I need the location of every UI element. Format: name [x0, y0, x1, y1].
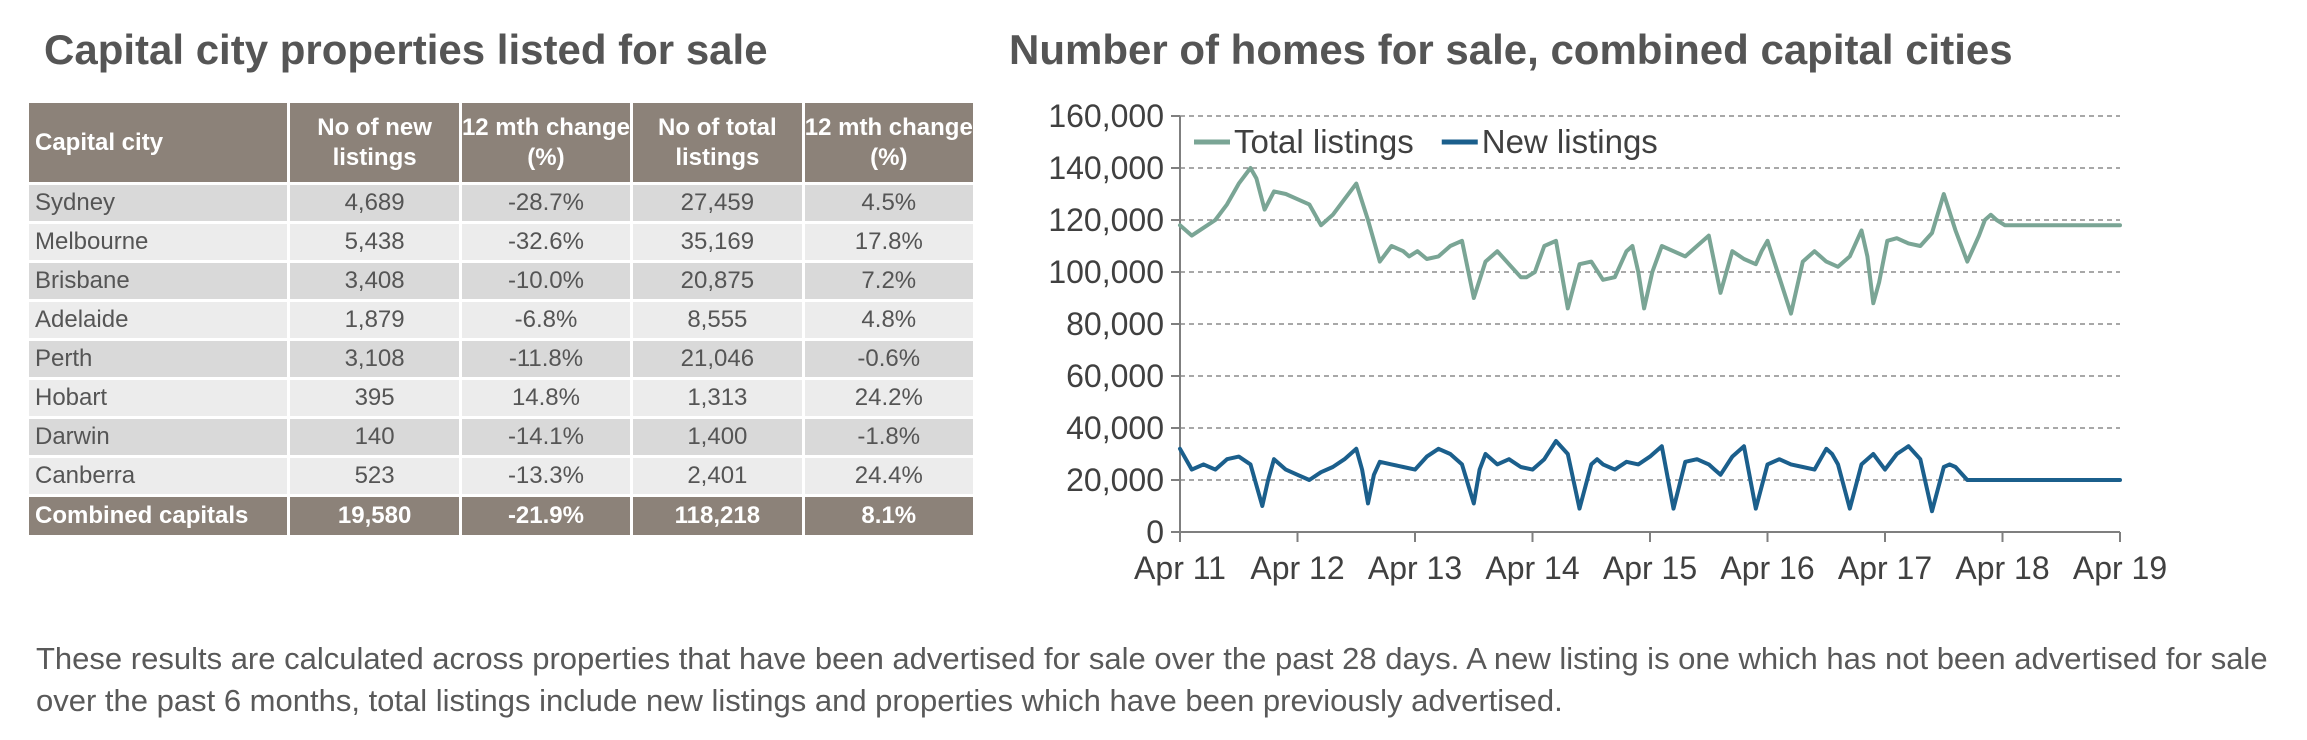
cell-city: Brisbane	[25, 260, 291, 302]
x-axis: Apr 11 Apr 12 Apr 13 Apr 14 Apr 15 Apr 16 Apr …	[1134, 531, 2167, 586]
cell-city: Sydney	[25, 182, 291, 224]
x-tick-label: Apr 12	[1250, 550, 1344, 586]
cell-total-change: 17.8%	[801, 221, 977, 263]
header-new-change: 12 mth change (%)	[458, 100, 634, 185]
cell-total-change: 8.1%	[801, 494, 977, 538]
cell-total: 1,313	[630, 377, 805, 419]
cell-city: Darwin	[25, 416, 291, 458]
cell-city: Adelaide	[25, 299, 291, 341]
cell-new-change: 14.8%	[458, 377, 634, 419]
header-capital-city: Capital city	[25, 100, 291, 185]
cell-total-change: -1.8%	[801, 416, 977, 458]
cell-city: Perth	[25, 338, 291, 380]
header-new-listings: No of new listings	[287, 100, 462, 185]
table-title: Capital city properties listed for sale	[44, 26, 768, 73]
listings-table: Capital city No of new listings 12 mth c…	[25, 100, 977, 538]
cell-new: 19,580	[287, 494, 462, 538]
y-tick-label: 120,000	[1048, 202, 1164, 238]
y-tick-label: 160,000	[1048, 98, 1164, 134]
y-tick-label: 20,000	[1066, 462, 1164, 498]
x-tick-label: Apr 16	[1720, 550, 1814, 586]
cell-total-change: 24.4%	[801, 455, 977, 497]
x-tick-label: Apr 14	[1485, 550, 1579, 586]
header-total-listings: No of total listings	[630, 100, 805, 185]
cell-total-change: -0.6%	[801, 338, 977, 380]
cell-total: 1,400	[630, 416, 805, 458]
cell-new-change: -21.9%	[458, 494, 634, 538]
footnote: These results are calculated across prop…	[36, 641, 2268, 718]
x-tick-label: Apr 15	[1603, 550, 1697, 586]
x-tick-label: Apr 17	[1838, 550, 1932, 586]
table-row: Darwin 140 -14.1% 1,400 -1.8%	[25, 416, 977, 458]
series-line-0	[1178, 166, 2122, 316]
y-tick-label: 100,000	[1048, 254, 1164, 290]
y-tick-label: 140,000	[1048, 150, 1164, 186]
cell-new-change: -14.1%	[458, 416, 634, 458]
cell-new-change: -32.6%	[458, 221, 634, 263]
table-total-row: Combined capitals 19,580 -21.9% 118,218 …	[25, 494, 977, 538]
y-axis: 0 20,000 40,000 60,000 80,000 100,000 120,000 1…	[1048, 98, 1181, 550]
cell-total-change: 4.5%	[801, 182, 977, 224]
x-tick-label: Apr 18	[1955, 550, 2049, 586]
cell-city: Combined capitals	[25, 494, 291, 538]
cell-total: 21,046	[630, 338, 805, 380]
x-tick-label: Apr 13	[1368, 550, 1462, 586]
cell-new: 5,438	[287, 221, 462, 263]
cell-new-change: -10.0%	[458, 260, 634, 302]
cell-city: Canberra	[25, 455, 291, 497]
cell-new-change: -6.8%	[458, 299, 634, 341]
table-row: Adelaide 1,879 -6.8% 8,555 4.8%	[25, 299, 977, 341]
cell-new: 4,689	[287, 182, 462, 224]
cell-new: 140	[287, 416, 462, 458]
cell-total: 35,169	[630, 221, 805, 263]
y-tick-label: 40,000	[1066, 410, 1164, 446]
x-tick-label: Apr 11	[1134, 550, 1226, 586]
cell-new: 523	[287, 455, 462, 497]
y-tick-label: 60,000	[1066, 358, 1164, 394]
cell-total-change: 24.2%	[801, 377, 977, 419]
table-row: Canberra 523 -13.3% 2,401 24.4%	[25, 455, 977, 497]
legend-label: Total listings	[1234, 123, 1414, 160]
chart-legend: Total listings New listings	[1194, 123, 1658, 160]
cell-total: 20,875	[630, 260, 805, 302]
table-row: Hobart 395 14.8% 1,313 24.2%	[25, 377, 977, 419]
cell-total: 2,401	[630, 455, 805, 497]
cell-city: Hobart	[25, 377, 291, 419]
cell-new: 3,108	[287, 338, 462, 380]
listings-line-chart: 0 20,000 40,000 60,000 80,000 100,000 120,000 1…	[1048, 98, 2167, 586]
table-header-row: Capital city No of new listings 12 mth c…	[25, 100, 977, 185]
cell-total-change: 4.8%	[801, 299, 977, 341]
table-row: Perth 3,108 -11.8% 21,046 -0.6%	[25, 338, 977, 380]
x-tick-label: Apr 19	[2073, 550, 2167, 586]
cell-new-change: -13.3%	[458, 455, 634, 497]
cell-city: Melbourne	[25, 221, 291, 263]
y-tick-label: 0	[1146, 514, 1164, 550]
header-total-change: 12 mth change (%)	[801, 100, 977, 185]
cell-new-change: -11.8%	[458, 338, 634, 380]
cell-total-change: 7.2%	[801, 260, 977, 302]
chart-grid	[1180, 115, 2120, 481]
table-row: Melbourne 5,438 -32.6% 35,169 17.8%	[25, 221, 977, 263]
chart-title: Number of homes for sale, combined capit…	[1009, 26, 2013, 73]
cell-new: 3,408	[287, 260, 462, 302]
cell-new-change: -28.7%	[458, 182, 634, 224]
series-line-1	[1178, 439, 2122, 514]
table-row: Brisbane 3,408 -10.0% 20,875 7.2%	[25, 260, 977, 302]
cell-new: 395	[287, 377, 462, 419]
cell-new: 1,879	[287, 299, 462, 341]
table-row: Sydney 4,689 -28.7% 27,459 4.5%	[25, 182, 977, 224]
cell-total: 8,555	[630, 299, 805, 341]
chart-series	[1178, 166, 2122, 514]
cell-total: 27,459	[630, 182, 805, 224]
legend-label: New listings	[1482, 123, 1658, 160]
y-tick-label: 80,000	[1066, 306, 1164, 342]
cell-total: 118,218	[630, 494, 805, 538]
